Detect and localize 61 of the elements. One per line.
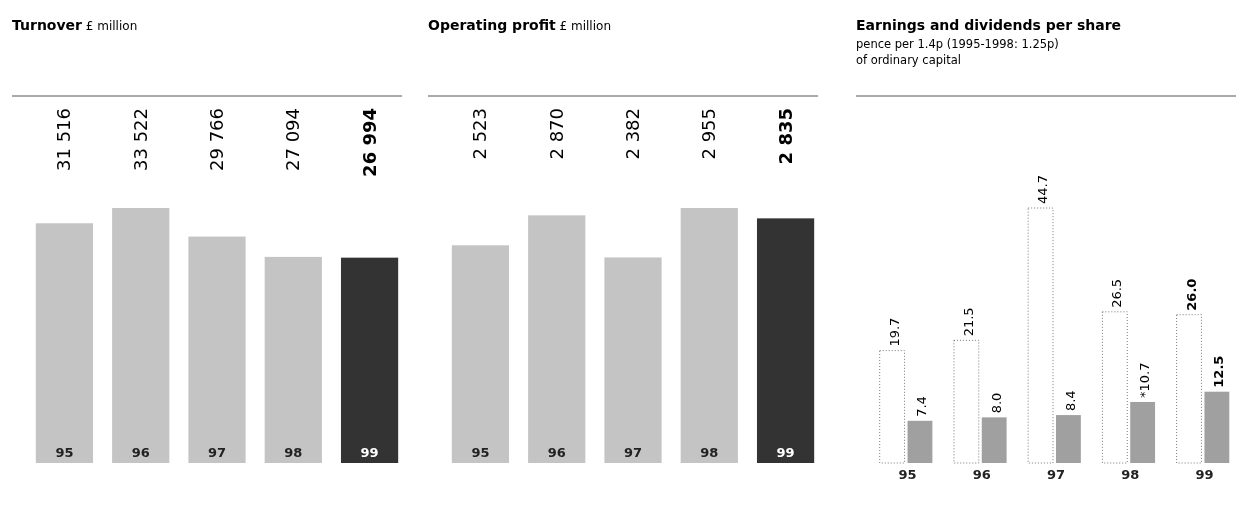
data-label: 8.4 [1062, 390, 1078, 412]
x-tick-label: 98 [1121, 467, 1140, 482]
x-tick-label: 97 [1046, 467, 1066, 482]
x-tick-label: 95 [471, 445, 490, 460]
data-label: 2 382 [622, 108, 643, 160]
bar [451, 245, 510, 463]
bar [756, 218, 815, 463]
bar [953, 339, 980, 464]
data-label: 26.0 [1183, 278, 1199, 311]
bar [1130, 401, 1156, 463]
data-label: 44.7 [1035, 175, 1051, 204]
bar [188, 236, 246, 463]
bar [981, 417, 1007, 463]
x-tick-label: 99 [1195, 467, 1214, 482]
bar [264, 256, 322, 463]
data-label: 21.5 [960, 307, 976, 337]
chart-subtitle: £ million [555, 19, 611, 33]
data-label: 7.4 [914, 396, 930, 417]
bar [528, 215, 586, 463]
data-label: 31 516 [53, 108, 75, 171]
bar [1101, 311, 1128, 464]
x-tick-label: 96 [547, 445, 566, 460]
x-tick-label: 98 [284, 445, 303, 460]
bar [1056, 415, 1081, 463]
bar [680, 208, 738, 463]
chart-subtitle: £ million [82, 19, 138, 33]
x-tick-label: 95 [55, 445, 74, 460]
data-label: 12.5 [1211, 355, 1227, 388]
x-tick-label: 98 [700, 445, 719, 460]
data-label: 29 766 [206, 108, 227, 171]
x-tick-label: 96 [972, 467, 991, 482]
bar [1176, 314, 1202, 464]
x-tick-label: 97 [623, 445, 643, 460]
chart-title: Operating profit [428, 17, 556, 33]
x-tick-label: 99 [776, 445, 795, 460]
bar [879, 350, 906, 464]
data-label: 2 870 [545, 108, 567, 160]
data-label: 8.0 [988, 392, 1004, 414]
bar [35, 223, 94, 463]
x-tick-label: 99 [360, 445, 379, 460]
data-label: 27 094 [282, 108, 304, 171]
bar [1027, 207, 1054, 464]
bar [604, 257, 662, 463]
data-label: *10.7 [1137, 362, 1153, 398]
data-label: 19.7 [886, 317, 902, 347]
bar [1204, 391, 1230, 463]
data-label: 26.5 [1109, 278, 1125, 308]
bar [907, 420, 933, 463]
bar [340, 257, 399, 463]
data-label: 2 835 [774, 108, 796, 165]
chart-title: Earnings and dividends per share [856, 17, 1122, 33]
bar [112, 208, 170, 463]
data-label: 2 955 [698, 108, 720, 160]
x-tick-label: 95 [898, 467, 917, 482]
data-label: 2 523 [469, 108, 491, 160]
data-label: 33 522 [129, 108, 151, 171]
x-tick-label: 97 [207, 445, 227, 460]
chart-subtitle: pence per 1.4p (1995-1998: 1.25p) of ordinary capital [856, 37, 1059, 67]
data-label: 26 994 [358, 108, 380, 177]
x-tick-label: 96 [131, 445, 150, 460]
chart-title: Turnover [12, 17, 82, 33]
